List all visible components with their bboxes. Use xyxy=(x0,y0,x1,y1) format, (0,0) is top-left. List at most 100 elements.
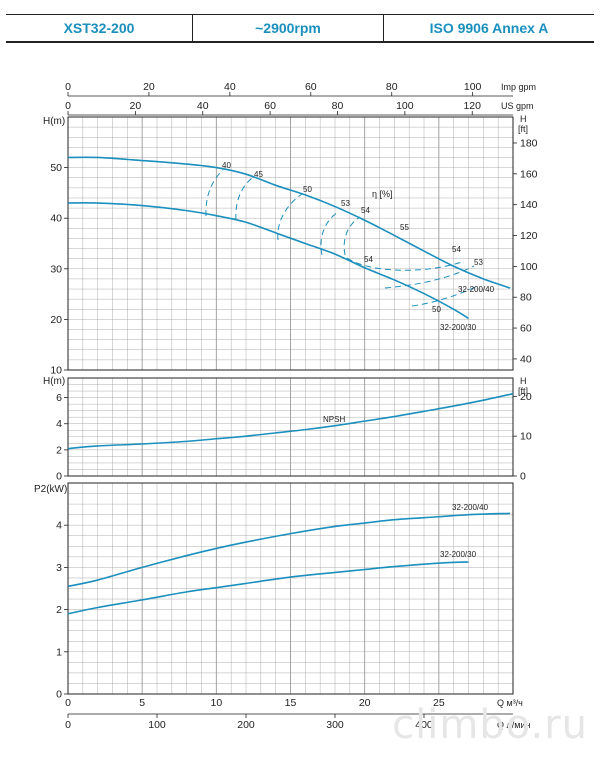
efficiency-label: 50 xyxy=(303,185,312,194)
y2-tick-label: 80 xyxy=(520,292,532,304)
y-tick-label: 20 xyxy=(50,314,62,326)
y2-tick-label: 120 xyxy=(520,230,538,242)
y2-tick-label: 180 xyxy=(520,137,538,149)
us-gpm-axis-tick-label: 0 xyxy=(65,100,71,112)
series-line-32-200-40 xyxy=(67,156,511,289)
y-tick-label: 2 xyxy=(56,604,62,616)
y2-tick-label: 40 xyxy=(520,353,532,365)
efficiency-label: 54 xyxy=(361,206,370,215)
y2-tick-label: 20 xyxy=(520,391,532,403)
lpm-axis-tick-label: 400 xyxy=(415,719,433,731)
y-tick-label: 10 xyxy=(50,365,62,377)
y-tick-label: 50 xyxy=(50,162,62,174)
standard-label: ISO 9906 Annex A xyxy=(429,20,549,36)
series-label-32-200-40: 32-200/40 xyxy=(458,285,495,294)
efficiency-isoline xyxy=(235,177,253,221)
lpm-axis-tick-label: 0 xyxy=(65,719,71,731)
plot-frame xyxy=(67,377,514,477)
us-gpm-axis-tick-label: 60 xyxy=(264,100,276,112)
speed-label: ~2900rpm xyxy=(255,20,321,36)
efficiency-label: 54 xyxy=(452,245,461,254)
y-axis-label-left: P2(kW) xyxy=(34,484,67,495)
us-gpm-axis-tick-label: 40 xyxy=(197,100,209,112)
x-tick-label: 20 xyxy=(359,697,371,709)
efficiency-isoline xyxy=(346,257,463,271)
y2-tick-label: 160 xyxy=(520,168,538,180)
us-gpm-axis-tick-label: 80 xyxy=(332,100,344,112)
imp-gpm-axis-tick-label: 60 xyxy=(305,81,317,93)
y-axis-label-right: H xyxy=(520,376,527,386)
series-line-32-200-30 xyxy=(67,202,469,320)
efficiency-label: 55 xyxy=(400,223,409,232)
y-axis-label-left: H(m) xyxy=(43,116,65,127)
series-label-32-200-30: 32-200/30 xyxy=(440,550,477,559)
x-axis-unit-m3h: Q м³/ч xyxy=(497,698,523,708)
series-label-32-200-30: 32-200/30 xyxy=(440,323,477,332)
y-tick-label: 30 xyxy=(50,263,62,275)
header-bar: XST32-200 ~2900rpm ISO 9906 Annex A xyxy=(6,14,594,43)
lpm-axis-label: Q л/мин xyxy=(497,720,530,730)
y-tick-label: 4 xyxy=(56,418,62,430)
efficiency-axis-label: η [%] xyxy=(372,189,393,199)
efficiency-isoline xyxy=(343,216,361,256)
y2-tick-label: 10 xyxy=(520,431,532,443)
us-gpm-axis-tick-label: 20 xyxy=(130,100,142,112)
series-label-npsh: NPSH xyxy=(323,415,345,424)
series-line-32-200-40 xyxy=(67,512,511,588)
series-label-32-200-40: 32-200/40 xyxy=(452,503,489,512)
x-tick-label: 5 xyxy=(139,697,145,709)
x-tick-label: 10 xyxy=(210,697,222,709)
imp-gpm-axis-tick-label: 40 xyxy=(224,81,236,93)
header-divider xyxy=(192,15,193,41)
efficiency-isoline xyxy=(411,285,479,307)
efficiency-isoline xyxy=(384,265,475,289)
y-axis-label-right-unit: [ft] xyxy=(518,386,528,396)
us-gpm-axis-label: US gpm xyxy=(501,101,534,111)
efficiency-label: 53 xyxy=(474,258,483,267)
plot-frame xyxy=(67,116,514,371)
us-gpm-axis-tick-label: 120 xyxy=(463,100,481,112)
efficiency-label: 50 xyxy=(432,305,441,314)
x-tick-label: 0 xyxy=(65,697,71,709)
imp-gpm-axis-tick-label: 100 xyxy=(464,81,482,93)
imp-gpm-axis-tick-label: 80 xyxy=(386,81,398,93)
imp-gpm-axis-tick-label: 20 xyxy=(143,81,155,93)
y-tick-label: 2 xyxy=(56,444,62,456)
y2-tick-label: 100 xyxy=(520,261,538,273)
lpm-axis-tick-label: 100 xyxy=(148,719,166,731)
series-line-npsh xyxy=(67,392,514,450)
y2-tick-label: 60 xyxy=(520,323,532,335)
series-line-32-200-30 xyxy=(67,561,469,615)
y-tick-label: 40 xyxy=(50,213,62,225)
x-tick-label: 15 xyxy=(285,697,297,709)
y-tick-label: 1 xyxy=(56,646,62,658)
y-tick-label: 3 xyxy=(56,562,62,574)
x-tick-label: 25 xyxy=(433,697,445,709)
model-name: XST32-200 xyxy=(63,20,135,36)
y-tick-label: 6 xyxy=(56,392,62,404)
y-tick-label: 0 xyxy=(56,471,62,483)
us-gpm-axis-tick-label: 100 xyxy=(396,100,414,112)
imp-gpm-axis-tick-label: 0 xyxy=(65,81,71,93)
imp-gpm-axis-label: Imp gpm xyxy=(501,82,536,92)
header-divider xyxy=(383,15,384,41)
efficiency-isoline xyxy=(205,169,224,217)
efficiency-label: 45 xyxy=(254,170,263,179)
efficiency-isoline xyxy=(320,211,339,256)
y2-tick-label: 140 xyxy=(520,199,538,211)
y-axis-label-right: H xyxy=(520,114,527,124)
lpm-axis-tick-label: 200 xyxy=(237,719,255,731)
y-axis-label-left: H(m) xyxy=(43,376,65,387)
efficiency-label: 53 xyxy=(341,199,350,208)
lpm-axis-tick-label: 300 xyxy=(326,719,344,731)
y-tick-label: 0 xyxy=(56,689,62,701)
watermark: climbo.ru xyxy=(392,702,588,748)
y2-tick-label: 0 xyxy=(520,471,526,483)
efficiency-label: 54 xyxy=(364,255,373,264)
plot-frame xyxy=(67,482,514,695)
efficiency-label: 40 xyxy=(222,161,231,170)
y-tick-label: 4 xyxy=(56,520,62,532)
efficiency-isoline xyxy=(277,193,303,241)
y-axis-label-right-unit: [ft] xyxy=(518,124,528,134)
